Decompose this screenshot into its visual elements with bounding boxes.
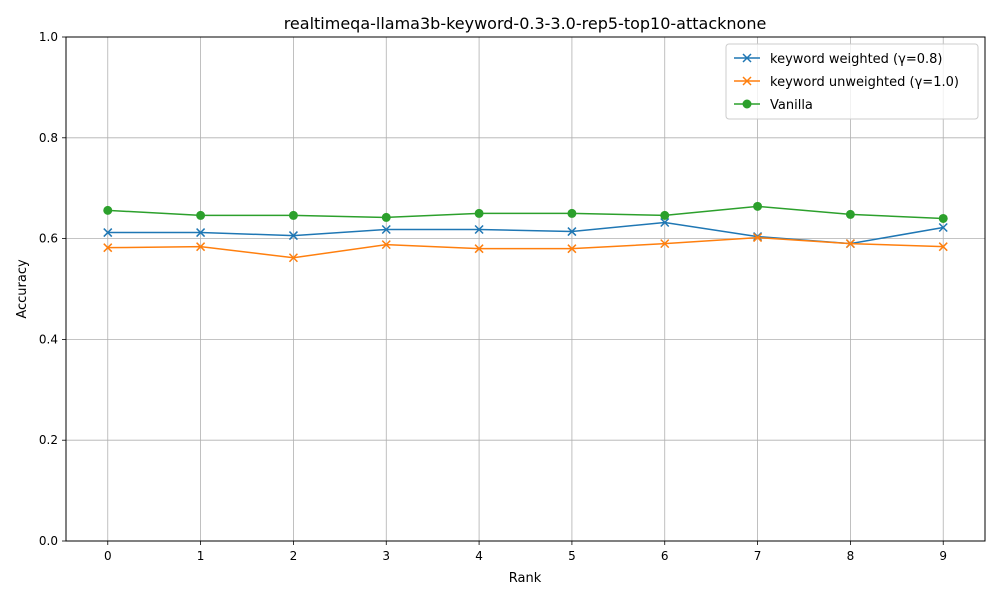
legend-label: keyword unweighted (γ=1.0)	[770, 75, 959, 90]
legend-marker	[742, 99, 752, 109]
series-layer	[103, 201, 948, 263]
marker-stroke	[742, 76, 752, 86]
data-point	[660, 217, 670, 228]
legend-marker	[742, 53, 752, 63]
legend-label: keyword weighted (γ=0.8)	[770, 52, 942, 67]
data-point	[567, 208, 577, 218]
marker-stroke	[288, 231, 298, 241]
marker-stroke	[196, 228, 206, 238]
data-point	[196, 242, 206, 252]
series-keyword-weighted-0-8	[103, 217, 948, 249]
data-point	[660, 210, 670, 220]
data-point	[103, 205, 113, 215]
marker-stroke	[103, 228, 113, 238]
legend-item: Vanilla	[734, 98, 813, 113]
marker-stroke	[660, 239, 670, 249]
y-tick-label: 0.2	[39, 433, 58, 447]
y-tick-label: 0.8	[39, 131, 58, 145]
data-point	[381, 212, 391, 222]
x-tick-label: 1	[197, 549, 205, 563]
x-axis-label: Rank	[509, 571, 542, 586]
data-point	[103, 228, 113, 238]
legend-item: keyword unweighted (γ=1.0)	[734, 75, 959, 90]
tick-layer: 0 1 2 3 4 5 6 7 8 9 0.0 0.2 0.4 0.6 0.8 1.0	[39, 30, 947, 563]
x-tick-label: 8	[847, 549, 855, 563]
data-point	[474, 224, 484, 235]
marker-stroke	[103, 243, 113, 253]
marker-stroke	[567, 227, 577, 237]
marker-stroke	[474, 244, 484, 254]
data-point	[938, 242, 948, 252]
data-point	[381, 224, 391, 235]
marker-stroke	[381, 224, 391, 235]
x-tick-label: 5	[568, 549, 576, 563]
y-tick-label: 0.4	[39, 332, 58, 346]
data-point	[567, 227, 577, 237]
marker-stroke	[660, 217, 670, 228]
marker-stroke	[196, 242, 206, 252]
legend-marker	[742, 76, 752, 86]
data-point	[938, 213, 948, 223]
y-tick-label: 0.6	[39, 232, 58, 246]
legend: keyword weighted (γ=0.8) keyword unweight…	[725, 43, 979, 120]
data-point	[196, 228, 206, 238]
y-axis-label: Accuracy	[15, 259, 30, 319]
data-point	[845, 239, 855, 249]
marker-stroke	[753, 233, 763, 243]
data-point	[753, 233, 763, 243]
data-point	[567, 244, 577, 254]
x-tick-label: 0	[104, 549, 112, 563]
plot-frame	[65, 36, 986, 542]
y-tick-label: 0.0	[39, 534, 58, 548]
data-point	[288, 210, 298, 220]
chart-title: realtimeqa-llama3b-keyword-0.3-3.0-rep5-…	[284, 14, 767, 33]
y-tick-label: 1.0	[39, 30, 58, 44]
data-point	[845, 209, 855, 219]
marker-stroke	[742, 53, 752, 63]
marker-stroke	[474, 224, 484, 235]
marker-stroke	[381, 240, 391, 250]
data-point	[660, 239, 670, 249]
data-point	[381, 240, 391, 250]
data-point	[103, 243, 113, 253]
legend-box	[725, 43, 979, 120]
series-vanilla	[103, 201, 948, 223]
marker-stroke	[845, 239, 855, 249]
data-point	[288, 231, 298, 241]
legend-label: Vanilla	[770, 98, 813, 113]
marker-stroke	[938, 242, 948, 252]
data-point	[474, 244, 484, 254]
marker-stroke	[288, 253, 298, 263]
x-tick-label: 3	[382, 549, 390, 563]
data-point	[753, 201, 763, 211]
data-point	[938, 222, 948, 233]
data-point	[474, 208, 484, 218]
marker-stroke	[567, 244, 577, 254]
x-tick-label: 7	[754, 549, 762, 563]
series-keyword-unweighted-1-0	[103, 233, 948, 263]
x-tick-label: 2	[290, 549, 298, 563]
x-tick-label: 4	[475, 549, 483, 563]
series-line	[107, 205, 944, 220]
legend-item: keyword weighted (γ=0.8)	[734, 52, 942, 67]
series-line	[107, 236, 944, 259]
series-line	[107, 221, 944, 245]
data-point	[196, 210, 206, 220]
data-point	[288, 253, 298, 263]
marker-stroke	[938, 222, 948, 233]
x-tick-label: 9	[939, 549, 947, 563]
x-tick-label: 6	[661, 549, 669, 563]
